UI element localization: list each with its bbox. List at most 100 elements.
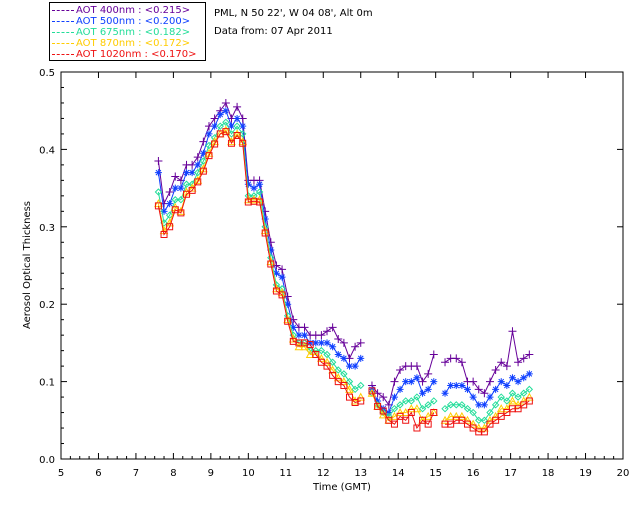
legend-swatch: [52, 42, 74, 44]
data-point: [289, 323, 297, 331]
data-point: [492, 385, 500, 393]
data-point: [468, 419, 478, 428]
data-point: [520, 374, 528, 382]
data-point: [199, 137, 208, 146]
data-point: [339, 338, 348, 347]
data-point: [249, 195, 259, 204]
data-point: [446, 411, 455, 420]
data-point: [401, 397, 410, 405]
data-point: [256, 198, 264, 206]
data-point: [193, 153, 202, 162]
data-point: [216, 111, 224, 119]
data-point: [351, 342, 360, 351]
series-line: [157, 129, 361, 402]
data-point: [345, 362, 353, 370]
legend-entry-675nm: AOT 675nm : <0.182>: [52, 27, 190, 38]
data-point: [317, 339, 325, 347]
y-tick-label: 0.1: [39, 378, 55, 389]
data-point: [166, 200, 174, 208]
data-point: [171, 196, 179, 204]
data-point: [430, 397, 438, 405]
data-point: [503, 397, 511, 405]
data-point: [395, 408, 405, 417]
data-point: [519, 354, 528, 363]
series-4: [154, 128, 533, 436]
data-point: [418, 377, 427, 386]
data-point: [171, 172, 180, 181]
data-point: [227, 139, 235, 147]
data-point: [301, 331, 309, 339]
x-tick-label: 19: [579, 468, 592, 479]
data-point: [154, 202, 162, 210]
data-point: [256, 180, 264, 188]
legend-label: AOT 400nm : <0.215>: [76, 5, 191, 16]
series-line: [371, 354, 435, 406]
data-point: [333, 373, 343, 382]
data-point: [300, 342, 309, 351]
data-point: [418, 404, 427, 413]
data-point: [474, 385, 483, 394]
data-point: [340, 370, 348, 378]
data-point: [508, 396, 517, 405]
data-point: [317, 346, 326, 355]
x-tick-label: 17: [504, 468, 517, 479]
data-point: [401, 408, 411, 417]
data-point: [480, 389, 489, 398]
data-point: [323, 350, 331, 359]
data-point: [491, 411, 500, 420]
data-point: [166, 223, 174, 231]
data-point: [165, 211, 174, 219]
data-point: [221, 98, 230, 107]
data-point: [328, 323, 337, 332]
data-point: [402, 378, 410, 386]
data-point: [520, 401, 528, 409]
data-point: [524, 392, 534, 401]
series-1: [154, 107, 533, 417]
data-point: [508, 389, 517, 397]
data-point: [188, 186, 196, 194]
data-point: [154, 188, 163, 196]
y-tick-label: 0.2: [39, 300, 55, 311]
data-point: [502, 362, 511, 371]
data-point: [525, 397, 533, 405]
x-tick-label: 16: [467, 468, 480, 479]
y-axis-title: Aerosol Optical Thickness: [22, 201, 33, 329]
data-point: [396, 365, 405, 374]
data-point: [486, 408, 494, 417]
data-point: [514, 358, 523, 367]
data-point: [339, 377, 349, 386]
data-point: [312, 339, 320, 347]
data-point: [233, 122, 241, 130]
data-point: [205, 130, 213, 138]
series-line: [157, 130, 361, 404]
data-point: [424, 420, 432, 428]
data-point: [412, 404, 422, 413]
data-point: [497, 358, 506, 367]
data-point: [222, 107, 230, 115]
data-point: [334, 351, 342, 359]
data-point: [514, 378, 522, 386]
legend-swatch: [52, 31, 74, 33]
x-axis-title: Time (GMT): [312, 482, 371, 493]
data-point: [154, 157, 163, 166]
data-point: [278, 291, 286, 299]
data-point: [452, 354, 461, 363]
data-point: [329, 343, 337, 351]
axis-ticks: 5 6 7 8 9 10 11 12 13 14 15 16 17 18 19 20 0.0 0.1 0.2 0.3 0…: [39, 68, 629, 479]
data-point: [294, 342, 304, 351]
data-point: [474, 423, 484, 432]
data-point: [374, 397, 382, 405]
x-tick-label: 20: [617, 468, 630, 479]
legend: AOT 400nm : <0.215> AOT 500nm : <0.200> …: [49, 2, 206, 61]
data-point: [199, 157, 208, 165]
data-point: [508, 374, 516, 382]
data-point: [357, 397, 365, 405]
data-point: [379, 405, 387, 413]
x-tick-label: 8: [170, 468, 176, 479]
data-point: [475, 416, 483, 425]
y-tick-label: 0.0: [39, 455, 55, 466]
data-point: [357, 354, 365, 362]
data-point: [340, 381, 348, 389]
data-point: [458, 401, 466, 409]
legend-entry-400nm: AOT 400nm : <0.215>: [52, 5, 190, 16]
